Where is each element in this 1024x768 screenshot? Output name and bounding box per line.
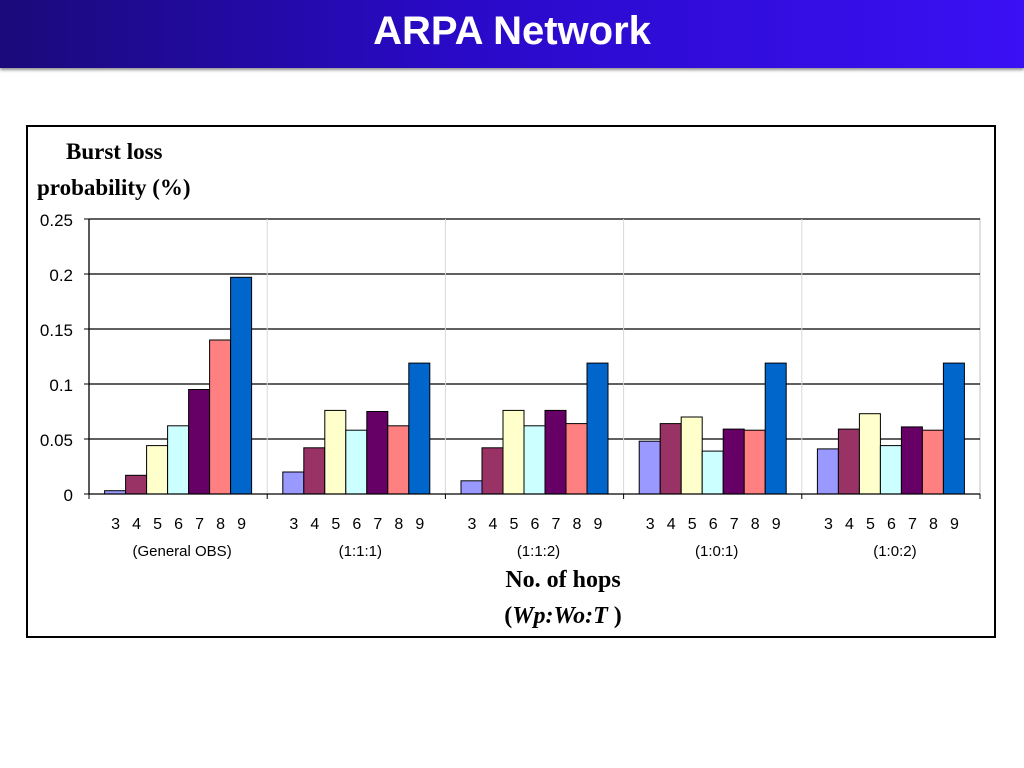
bar [942,362,965,495]
bar [544,409,567,495]
bar [345,429,368,495]
bar [722,428,745,495]
x-tick-label: 3 [289,516,298,533]
bar [638,440,661,495]
y-tick-label: 0 [64,486,73,505]
x-axis-label-close: ) [607,603,622,629]
bar [460,480,483,495]
x-tick-label: 4 [667,516,676,533]
x-tick-label: 6 [709,516,718,533]
bar [481,447,504,495]
group-label: (1:0:2) [873,543,916,560]
x-tick-label: 4 [489,516,498,533]
bar [701,450,724,495]
y-tick-label: 0.25 [40,211,73,230]
x-tick-label: 3 [468,516,477,533]
x-tick-label: 7 [195,516,204,533]
x-tick-label: 8 [751,516,760,533]
x-tick-label: 8 [394,516,403,533]
x-axis-label-italic: Wp:Wo:T [512,603,608,629]
x-tick-label: 7 [908,516,917,533]
y-tick-label: 0.2 [49,266,73,285]
y-tick-label: 0.1 [49,376,73,395]
bar [125,474,148,495]
bar [408,362,431,495]
chart-frame: Burst loss probability (%) 0 0.05 0.1 0.15 0… [26,125,996,638]
y-tick-label: 0.15 [40,321,73,340]
x-tick-label: 3 [824,516,833,533]
bar [167,425,190,495]
x-axis-label-line1: No. of hops [505,567,621,593]
x-tick-label: 4 [310,516,319,533]
y-axis-label-line2: probability (%) [37,175,191,200]
bar [680,416,703,495]
x-axis-label-open: ( [504,603,513,629]
bar [659,423,682,495]
bar [324,409,347,495]
x-tick-label: 9 [772,516,781,533]
bar [502,409,525,495]
bar [900,426,923,495]
y-tick-label: 0.05 [40,431,73,450]
x-tick-label: 5 [688,516,697,533]
x-tick-label: 9 [950,516,959,533]
bar [743,429,766,495]
bar [209,339,232,495]
bar [523,425,546,495]
bar [303,447,326,495]
x-tick-label: 5 [510,516,519,533]
x-tick-label: 4 [845,516,854,533]
x-tick-label: 6 [174,516,183,533]
bar [837,428,860,495]
x-tick-label: 3 [111,516,120,533]
x-tick-label: 5 [331,516,340,533]
x-tick-label: 9 [594,516,603,533]
bar [816,448,839,495]
bar [366,411,389,495]
x-tick-label: 9 [415,516,424,533]
title-bar: ARPA Network [0,0,1024,68]
bar [565,423,588,495]
x-tick-label: 7 [552,516,561,533]
bar [858,413,881,495]
group-label: (General OBS) [132,543,231,560]
x-tick-label: 4 [132,516,141,533]
x-tick-label: 9 [237,516,246,533]
bar [282,471,305,495]
x-tick-label: 6 [352,516,361,533]
slide-title: ARPA Network [373,9,651,53]
group-label: (1:1:1) [339,543,382,560]
x-tick-label: 7 [730,516,739,533]
bar-chart: 00.050.10.150.20.253 4 5 6 7 8 9(General OBS)3… [40,211,981,560]
bar [146,445,169,495]
x-tick-label: 5 [866,516,875,533]
group-label: (1:0:1) [695,543,738,560]
bar [188,389,211,495]
bar [387,425,410,495]
x-tick-label: 7 [373,516,382,533]
x-tick-label: 6 [887,516,896,533]
bar [230,276,253,495]
x-tick-label: 3 [646,516,655,533]
bar [586,362,609,495]
x-tick-label: 8 [929,516,938,533]
bar [879,445,902,495]
x-tick-label: 6 [531,516,540,533]
y-axis-label-line1: Burst loss [66,139,163,164]
bar [921,429,944,495]
x-tick-label: 8 [216,516,225,533]
bar [764,362,787,495]
x-axis-label-line2: (Wp:Wo:T ) [328,603,798,630]
group-label: (1:1:2) [517,543,560,560]
x-tick-label: 8 [573,516,582,533]
x-tick-label: 5 [153,516,162,533]
